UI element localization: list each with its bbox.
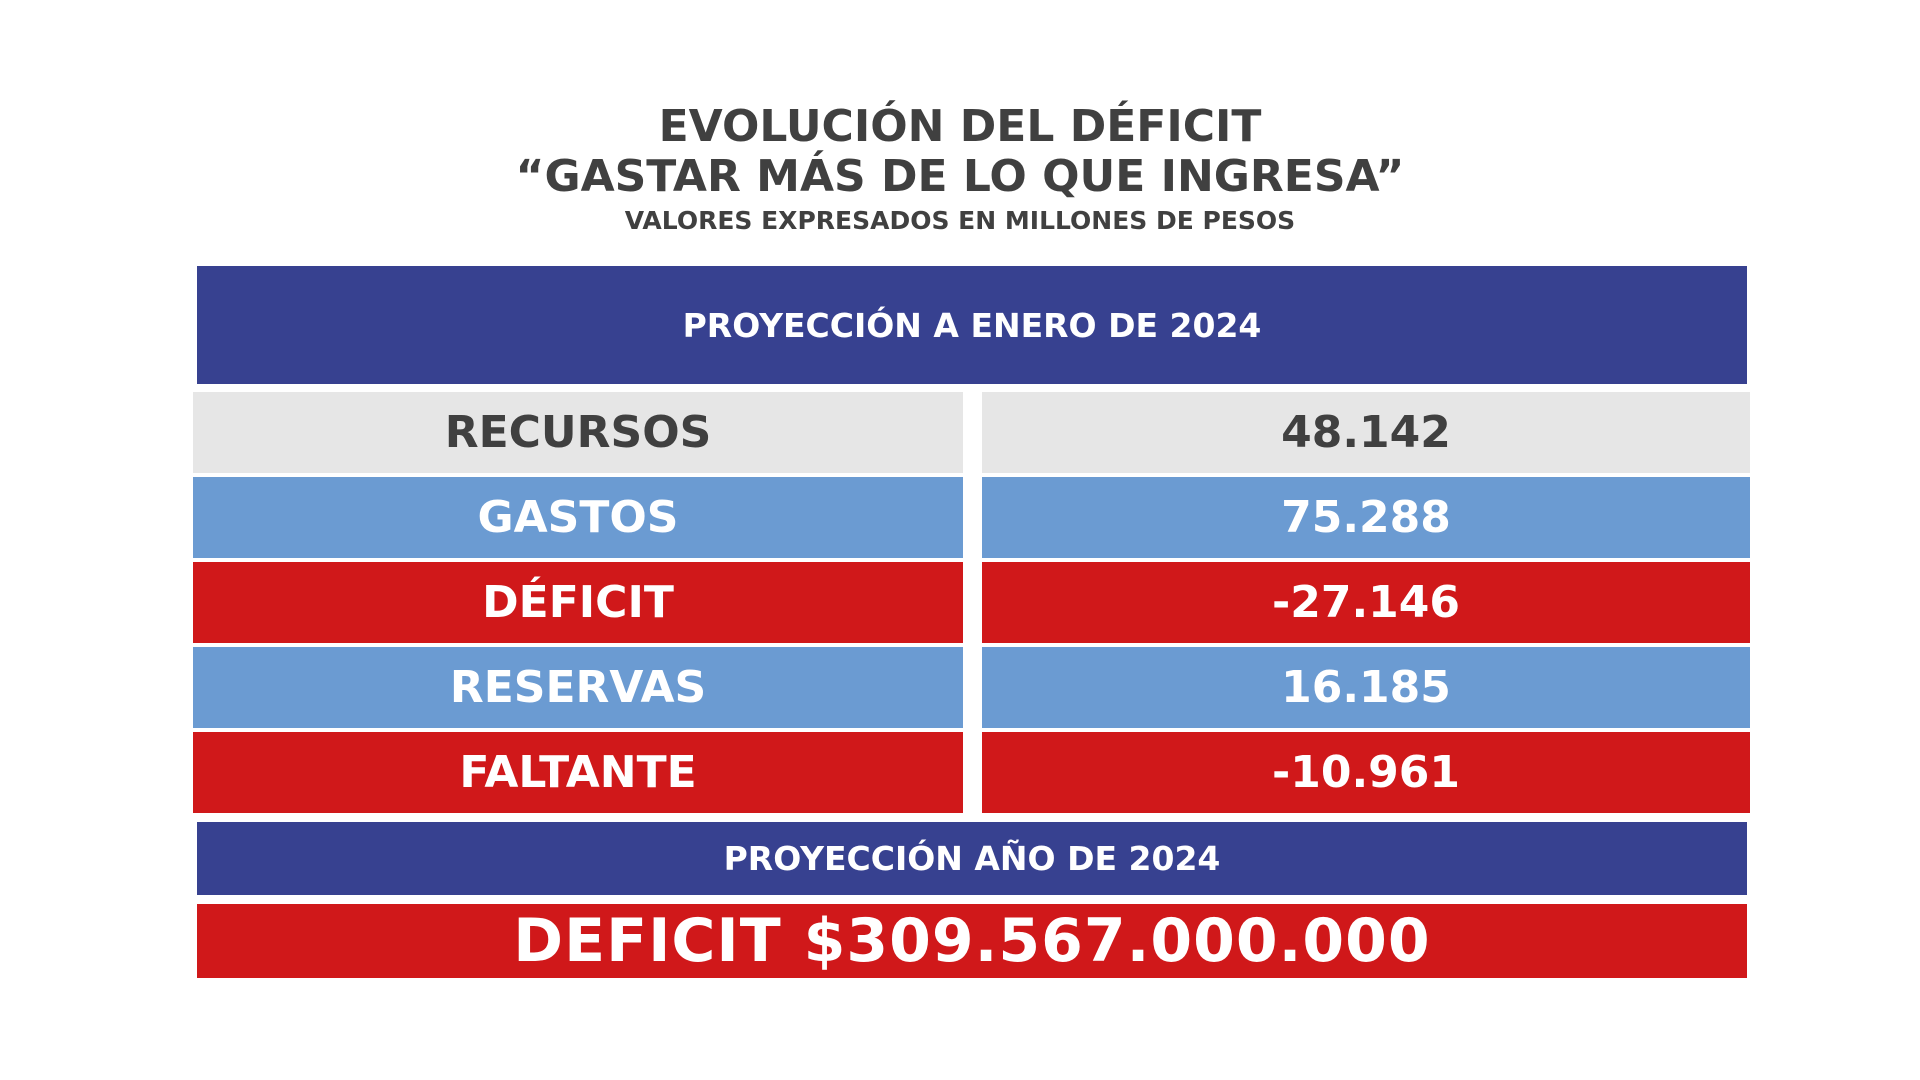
row-label-faltante: FALTANTE	[193, 732, 963, 813]
row-label-reservas: RESERVAS	[193, 647, 963, 728]
row-label-recursos: RECURSOS	[193, 392, 963, 473]
deficit-total-banner: DEFICIT $309.567.000.000	[197, 904, 1747, 978]
title-block: EVOLUCIÓN DEL DÉFICIT “GASTAR MÁS DE LO …	[0, 102, 1920, 238]
page-title: EVOLUCIÓN DEL DÉFICIT	[658, 101, 1262, 152]
page-subtitle: VALORES EXPRESADOS EN MILLONES DE PESOS	[624, 206, 1296, 235]
row-value: 16.185	[982, 647, 1750, 728]
row-value: -10.961	[982, 732, 1750, 813]
row-value: 75.288	[982, 477, 1750, 558]
projection-year-header: PROYECCIÓN AÑO DE 2024	[197, 822, 1747, 895]
data-table: RECURSOS 48.142 GASTOS 75.288 DÉFICIT -27.146…	[193, 392, 1750, 817]
table-row: FALTANTE -10.961	[193, 732, 1750, 813]
row-value: -27.146	[982, 562, 1750, 643]
row-label-deficit: DÉFICIT	[193, 562, 963, 643]
table-row: DÉFICIT -27.146	[193, 562, 1750, 643]
table-row: GASTOS 75.288	[193, 477, 1750, 558]
projection-january-header: PROYECCIÓN A ENERO DE 2024	[197, 266, 1747, 384]
row-label-gastos: GASTOS	[193, 477, 963, 558]
table-row: RECURSOS 48.142	[193, 392, 1750, 473]
row-value: 48.142	[982, 392, 1750, 473]
page-title-quote: “GASTAR MÁS DE LO QUE INGRESA”	[515, 151, 1405, 202]
table-row: RESERVAS 16.185	[193, 647, 1750, 728]
